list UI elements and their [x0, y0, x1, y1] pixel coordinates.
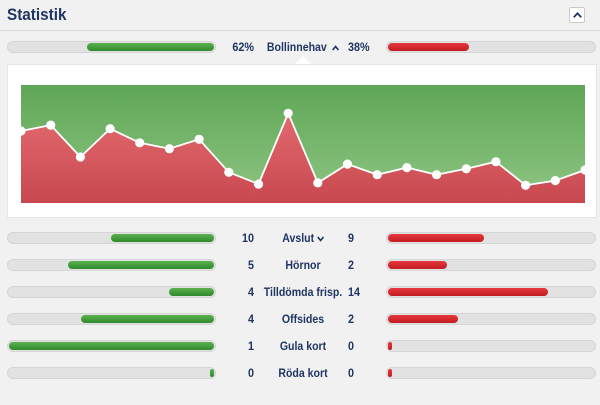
chart-point	[372, 170, 382, 180]
chart-point	[461, 164, 471, 174]
possession-away-fill	[388, 43, 469, 51]
stat-label: Tilldömda frisp.	[263, 285, 342, 299]
stat-home-bar	[7, 313, 216, 325]
stat-home-value: 4	[247, 285, 254, 299]
stat-label-text: Tilldömda frisp.	[263, 285, 343, 299]
chart-point	[550, 176, 560, 186]
stat-home-fill	[68, 261, 214, 269]
stat-away-fill	[388, 369, 392, 377]
chart-point	[313, 178, 323, 188]
header-divider	[0, 30, 600, 31]
stat-away-bar	[386, 313, 596, 325]
stat-dropdown-toggle[interactable]: Avslut	[263, 231, 342, 245]
chart-point	[580, 165, 590, 175]
stat-home-value: 0	[247, 366, 254, 380]
stat-away-fill	[388, 315, 458, 323]
stat-away-value: 0	[348, 339, 355, 353]
possession-toggle[interactable]: Bollinnehav	[266, 40, 340, 54]
chart-line	[20, 110, 586, 187]
stat-home-fill	[210, 369, 214, 377]
stat-home-fill	[111, 234, 214, 242]
stat-away-fill	[388, 288, 548, 296]
stat-label-text: Röda kort	[278, 366, 328, 380]
stat-home-value: 1	[247, 339, 254, 353]
possession-away-value: 38%	[348, 40, 370, 54]
collapse-button[interactable]	[569, 7, 585, 23]
chart-point	[105, 124, 115, 134]
stat-away-value: 2	[348, 258, 355, 272]
stat-home-bar	[7, 340, 216, 352]
stat-away-bar	[386, 367, 596, 379]
chart-point	[283, 108, 293, 118]
stat-label-text: Gula kort	[279, 339, 327, 353]
stat-away-fill	[388, 261, 447, 269]
chart-point	[224, 167, 234, 177]
chart-point	[342, 159, 353, 169]
stat-home-value: 4	[247, 312, 254, 326]
stat-home-bar	[7, 259, 216, 271]
chart-point	[46, 120, 56, 130]
stat-label: Gula kort	[263, 339, 342, 353]
stat-home-bar	[7, 367, 216, 379]
chart-point	[194, 134, 204, 144]
possession-home-bar	[7, 41, 216, 53]
stat-label-text: Hörnor	[285, 258, 321, 272]
chart-point	[164, 144, 174, 154]
chart-point	[402, 163, 412, 173]
stat-away-fill	[388, 234, 484, 242]
stat-home-value: 10	[241, 231, 254, 245]
stat-home-fill	[9, 342, 214, 350]
chevron-down-icon	[316, 236, 324, 242]
stat-away-fill	[388, 342, 392, 350]
chart-points	[16, 108, 590, 190]
momentum-chart-svg	[16, 85, 590, 203]
stat-label-text: Offsides	[281, 312, 325, 326]
stat-away-value: 2	[348, 312, 355, 326]
chart-pointer	[294, 56, 312, 65]
stat-label: Röda kort	[263, 366, 342, 380]
page-title: Statistik	[7, 5, 67, 24]
chart-point	[16, 126, 26, 136]
chart-point	[75, 152, 85, 162]
chart-point	[432, 170, 442, 180]
stat-home-fill	[81, 315, 214, 323]
stat-away-bar	[386, 340, 596, 352]
possession-home-value: 62%	[232, 40, 254, 54]
chart-point	[521, 180, 531, 190]
stat-away-value: 0	[348, 366, 355, 380]
possession-away-bar	[386, 41, 596, 53]
chart-point	[491, 157, 501, 167]
stat-away-bar	[386, 232, 596, 244]
stat-label-text: Avslut	[282, 231, 315, 245]
stat-home-bar	[7, 286, 216, 298]
stat-label: Hörnor	[263, 258, 342, 272]
stat-away-bar	[386, 259, 596, 271]
chart-away-area	[21, 113, 585, 203]
stat-away-value: 14	[348, 285, 361, 299]
possession-label: Bollinnehav	[266, 40, 327, 54]
possession-home-fill	[87, 43, 214, 51]
stat-home-value: 5	[247, 258, 254, 272]
stat-away-bar	[386, 286, 596, 298]
chevron-up-icon	[573, 12, 582, 18]
chart-point	[135, 138, 145, 148]
stat-away-value: 9	[348, 231, 355, 245]
momentum-chart	[7, 64, 597, 218]
stat-home-fill	[169, 288, 214, 296]
chart-point	[253, 179, 264, 189]
stats-header: Statistik	[0, 0, 600, 30]
stat-home-bar	[7, 232, 216, 244]
chevron-up-icon	[332, 45, 340, 51]
stat-label: Offsides	[263, 312, 342, 326]
